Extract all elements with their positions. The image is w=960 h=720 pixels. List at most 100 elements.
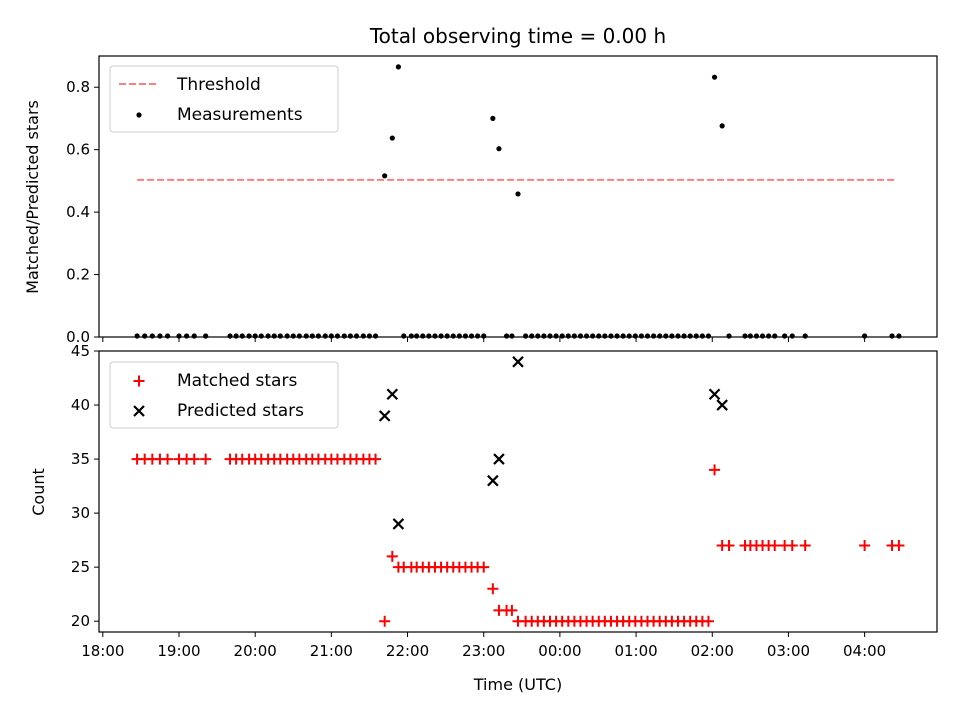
measurement-point bbox=[271, 333, 277, 339]
measurement-point bbox=[315, 333, 322, 339]
measurement-point bbox=[164, 333, 171, 339]
bottom-x-tick-label: 19:00 bbox=[157, 642, 200, 660]
measurement-point bbox=[246, 333, 252, 339]
legend-matched-label: Matched stars bbox=[177, 371, 297, 391]
bottom-x-tick-label: 21:00 bbox=[310, 642, 353, 660]
bottom-x-axis-label: Time (UTC) bbox=[473, 675, 562, 694]
bottom-x-tick-label: 22:00 bbox=[386, 642, 429, 660]
matched-star-point bbox=[769, 540, 781, 552]
measurement-point bbox=[711, 74, 718, 80]
measurement-point bbox=[296, 333, 302, 339]
top-y-tick-label: 0.4 bbox=[66, 203, 90, 221]
bottom-legend-box bbox=[109, 361, 339, 429]
measurement-point bbox=[395, 64, 401, 70]
measurement-point bbox=[341, 333, 347, 339]
matched-star-point bbox=[859, 540, 871, 552]
measurement-point bbox=[657, 333, 663, 339]
top-y-tick-label: 0.2 bbox=[66, 266, 90, 284]
measurement-point bbox=[303, 333, 309, 339]
measurement-point bbox=[366, 333, 373, 339]
top-legend: Threshold Measurements bbox=[109, 65, 339, 133]
measurement-point bbox=[382, 173, 388, 179]
measurement-point bbox=[432, 333, 438, 339]
bottom-x-tick-label: 20:00 bbox=[234, 642, 277, 660]
measurement-point bbox=[620, 333, 626, 339]
top-axes-frame bbox=[98, 55, 938, 338]
measurement-point bbox=[227, 333, 233, 339]
matched-star-point bbox=[893, 540, 905, 552]
measurement-point bbox=[142, 333, 148, 339]
top-y-axis: 0.0 0.2 0.4 0.6 0.8 bbox=[66, 78, 99, 346]
measurement-point bbox=[509, 333, 515, 339]
legend-measurements-label: Measurements bbox=[177, 105, 303, 125]
measurement-point bbox=[553, 333, 559, 339]
measurement-point bbox=[523, 333, 529, 339]
measurement-point bbox=[687, 333, 693, 339]
measurement-point bbox=[239, 333, 245, 339]
legend-predicted-swatch bbox=[133, 405, 145, 417]
measurement-point bbox=[157, 333, 163, 339]
measurement-point bbox=[896, 333, 902, 339]
measurement-point bbox=[503, 333, 510, 339]
predicted-star-point bbox=[512, 356, 524, 368]
measurement-point bbox=[644, 333, 651, 339]
bottom-y-tick-label: 20 bbox=[71, 612, 90, 630]
measurement-point bbox=[889, 333, 895, 339]
predicted-star-point bbox=[487, 474, 499, 487]
measurement-point bbox=[322, 333, 328, 339]
measurement-point bbox=[596, 333, 602, 339]
measurement-point bbox=[802, 333, 808, 339]
measurement-point bbox=[541, 333, 547, 339]
predicted-star-point bbox=[708, 388, 721, 401]
measurement-point bbox=[529, 333, 535, 339]
bottom-y-tick-label: 25 bbox=[71, 558, 90, 576]
measurement-point bbox=[420, 333, 426, 339]
bottom-x-axis: 18:00 19:00 20:00 21:00 22:00 23:00 00:00 01:00… bbox=[81, 632, 886, 660]
measurement-point bbox=[203, 333, 209, 339]
measurement-point bbox=[496, 146, 502, 152]
bottom-x-tick-label: 23:00 bbox=[462, 642, 505, 660]
matched-star-point bbox=[506, 604, 518, 616]
matched-star-point bbox=[702, 615, 714, 627]
matched-star-point bbox=[487, 583, 499, 595]
matched-star-point bbox=[200, 453, 212, 465]
measurement-point bbox=[626, 333, 632, 339]
matched-star-point bbox=[723, 540, 735, 552]
measurement-point bbox=[632, 333, 638, 339]
measurement-point bbox=[614, 333, 620, 339]
measurement-point bbox=[577, 333, 584, 339]
measurement-point bbox=[681, 333, 687, 339]
bottom-y-axis-label: Count bbox=[29, 468, 48, 516]
bottom-x-tick-label: 18:00 bbox=[81, 642, 124, 660]
measurement-point bbox=[462, 333, 469, 339]
measurement-point bbox=[571, 333, 577, 339]
measurement-point bbox=[699, 333, 705, 339]
measurement-point bbox=[360, 333, 366, 339]
bottom-y-tick-label: 40 bbox=[71, 396, 90, 414]
top-x-axis bbox=[102, 337, 866, 342]
measurement-point bbox=[265, 333, 271, 339]
matched-star-point bbox=[799, 540, 811, 552]
bottom-y-tick-label: 35 bbox=[71, 450, 90, 468]
measurement-point bbox=[438, 333, 444, 339]
top-panel: 0.00.20.40.60.8 Matched/Predicted stars … bbox=[23, 55, 938, 346]
measurement-point bbox=[277, 333, 283, 339]
measurement-point bbox=[535, 333, 541, 339]
bottom-y-tick-label: 30 bbox=[71, 504, 90, 522]
matched-star-point bbox=[478, 561, 490, 573]
measurement-point bbox=[590, 333, 596, 339]
measurement-point bbox=[450, 333, 456, 339]
measurement-point bbox=[547, 333, 553, 339]
measurement-point bbox=[334, 333, 341, 339]
measurement-point bbox=[475, 333, 481, 339]
bottom-y-axis: 20 25 30 35 40 45 bbox=[71, 342, 99, 630]
measurement-point bbox=[401, 333, 407, 339]
legend-predicted-label: Predicted stars bbox=[177, 401, 304, 421]
measurement-point bbox=[372, 333, 379, 339]
matched-star-point bbox=[386, 550, 398, 562]
measurement-point bbox=[456, 333, 462, 339]
measurement-point bbox=[347, 333, 353, 339]
top-y-tick-label: 0.6 bbox=[66, 141, 90, 159]
measurement-point bbox=[515, 191, 521, 197]
predicted-star-point bbox=[378, 410, 391, 422]
